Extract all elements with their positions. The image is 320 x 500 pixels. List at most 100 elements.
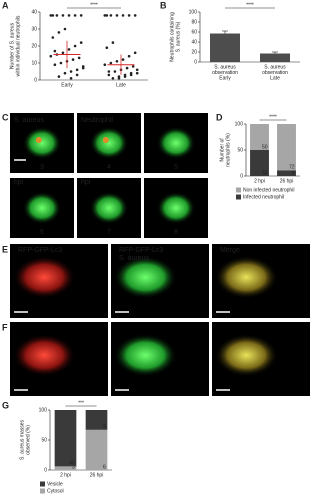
y-tick-label: 80: [191, 19, 197, 25]
point: [67, 14, 71, 17]
x-tick-label: Early: [61, 82, 73, 88]
count-label: 72: [289, 165, 295, 171]
point: [125, 66, 129, 70]
point: [103, 14, 107, 17]
bar: [210, 33, 240, 62]
point: [49, 54, 53, 58]
point: [107, 73, 111, 77]
channel-label: Merge: [220, 247, 240, 254]
image-panels: C E F 3 4 5 6 7 8 S. aureus Neutrophil hpi hpi RFP…: [2, 112, 310, 396]
legend-swatch: [236, 194, 241, 200]
count-label: 6: [103, 464, 106, 470]
y-tick-label: 100: [189, 9, 198, 15]
y-axis-label: within individual neutrophils: [15, 15, 21, 76]
y-tick-label: 50: [41, 437, 47, 443]
point: [105, 14, 109, 17]
panel-letter: F: [2, 322, 8, 332]
point: [135, 68, 139, 72]
point: [111, 77, 115, 80]
legend-swatch: [40, 481, 45, 487]
point: [133, 51, 137, 55]
y-tick-label: 100: [39, 407, 48, 413]
unit-label: hpi: [81, 179, 91, 186]
legend-label: Non infected neutrophil: [243, 187, 294, 193]
y-tick-label: 30: [31, 26, 37, 32]
point: [73, 44, 77, 48]
point: [57, 75, 61, 78]
point: [61, 51, 65, 55]
cell: [12, 333, 76, 377]
point: [79, 14, 83, 17]
x-tick-label: 26 hpi: [280, 178, 294, 184]
point: [53, 63, 57, 66]
cell: [113, 255, 177, 299]
cell: [156, 126, 196, 160]
count-label: 3: [103, 424, 106, 430]
point: [71, 58, 75, 61]
x-tick-label: observation: [262, 70, 288, 76]
x-tick-label: S. aureus: [214, 64, 236, 70]
bar-segment: [85, 410, 108, 430]
point: [115, 14, 119, 17]
point: [59, 61, 63, 65]
panel-letter: G: [2, 400, 9, 410]
legend-label: Cytosol: [47, 488, 64, 494]
panel-letter: D: [216, 112, 223, 122]
y-axis-label: neutrophils (%): [225, 133, 231, 167]
channel-label: Neutrophil: [81, 117, 113, 124]
bar-segment: [85, 429, 108, 470]
point: [67, 48, 71, 51]
page: C E F 3 4 5 6 7 8 S. aureus Neutrophil hpi hpi RFP…: [2, 0, 310, 495]
count-label: 48: [69, 461, 75, 467]
legend-swatch: [40, 488, 45, 494]
bar-segment: [277, 124, 296, 171]
significance: ****: [269, 114, 277, 120]
x-tick-label: 2 hpi: [254, 178, 265, 184]
y-tick-label: 20: [191, 49, 197, 55]
count-label: 50: [262, 170, 268, 176]
bar-segment: [54, 466, 77, 470]
x-tick-label: S. aureus: [264, 64, 286, 70]
frame-number: 4: [107, 164, 111, 171]
point: [105, 46, 109, 49]
bacteria: [102, 137, 109, 143]
legend-label: Infected neutrophil: [243, 194, 284, 200]
significance: ****: [90, 2, 98, 8]
cell: [214, 255, 278, 299]
panel-letter: A: [2, 0, 9, 10]
y-tick-label: 40: [31, 9, 37, 15]
y-tick-label: 60: [191, 29, 197, 35]
chart: A 0 10 20 30 40 Number of S. aureus within indi…: [2, 0, 148, 88]
x-tick-label: Late: [116, 82, 126, 88]
legend-label: Vesicle: [47, 481, 63, 487]
y-axis-label: Number of S. aureus: [9, 22, 15, 69]
point: [51, 14, 55, 17]
point: [115, 60, 119, 63]
panel-letter: E: [2, 244, 8, 254]
point: [73, 14, 77, 17]
cell: [214, 333, 278, 377]
bar-segment: [250, 124, 269, 150]
bacteria: [35, 137, 42, 143]
point: [75, 68, 79, 72]
legend-swatch: [236, 187, 241, 193]
point: [127, 54, 131, 58]
channel-label: S. aureus: [119, 255, 149, 262]
cell: [12, 255, 76, 299]
point: [51, 36, 55, 39]
point: [131, 65, 135, 68]
point: [109, 61, 113, 65]
x-tick-label: 26 hpi: [90, 472, 104, 478]
x-tick-label: observation: [212, 70, 238, 76]
cell: [89, 126, 129, 160]
bar-segment: [54, 410, 77, 467]
point: [117, 77, 121, 80]
y-axis-label: Neutrophils containing: [169, 12, 175, 62]
y-axis-label: observed (%): [25, 425, 31, 455]
point: [53, 49, 57, 53]
point: [129, 71, 133, 75]
point: [123, 75, 127, 78]
point: [49, 14, 53, 17]
bar-segment: [277, 170, 296, 176]
